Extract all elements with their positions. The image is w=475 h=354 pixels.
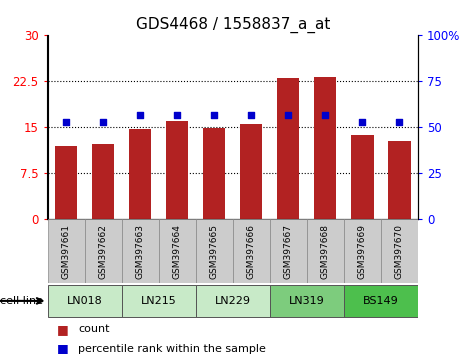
Text: GSM397670: GSM397670: [395, 224, 404, 279]
Bar: [48, 219, 85, 283]
Text: GSM397662: GSM397662: [99, 224, 107, 279]
Bar: [314, 76, 336, 219]
Text: GSM397661: GSM397661: [62, 224, 70, 279]
Text: count: count: [78, 324, 110, 334]
Text: GSM397663: GSM397663: [136, 224, 144, 279]
Text: percentile rank within the sample: percentile rank within the sample: [78, 344, 266, 354]
Bar: [352, 136, 373, 219]
Text: ■: ■: [57, 323, 69, 336]
Bar: [92, 144, 114, 219]
Text: GSM397666: GSM397666: [247, 224, 256, 279]
Text: ■: ■: [57, 342, 69, 354]
Bar: [344, 219, 381, 283]
Bar: [85, 219, 122, 283]
Text: LN229: LN229: [215, 296, 251, 306]
Point: [322, 112, 329, 118]
Text: GSM397664: GSM397664: [173, 224, 181, 279]
Bar: [203, 128, 225, 219]
Point: [210, 112, 218, 118]
Bar: [129, 129, 151, 219]
Bar: [196, 219, 233, 283]
Bar: [166, 121, 188, 219]
Point: [359, 119, 366, 125]
Bar: [307, 219, 344, 283]
Text: GSM397669: GSM397669: [358, 224, 367, 279]
Bar: [270, 219, 307, 283]
Text: LN018: LN018: [66, 296, 103, 306]
Text: cell line: cell line: [0, 296, 43, 306]
Text: BS149: BS149: [363, 296, 399, 306]
Bar: [48, 285, 122, 317]
Text: LN319: LN319: [289, 296, 325, 306]
Point: [285, 112, 292, 118]
Point: [247, 112, 255, 118]
Bar: [233, 219, 270, 283]
Point: [99, 119, 107, 125]
Title: GDS4468 / 1558837_a_at: GDS4468 / 1558837_a_at: [135, 16, 330, 33]
Bar: [122, 285, 196, 317]
Bar: [389, 141, 410, 219]
Text: GSM397667: GSM397667: [284, 224, 293, 279]
Point: [136, 112, 144, 118]
Point: [62, 119, 70, 125]
Text: LN215: LN215: [141, 296, 177, 306]
Bar: [381, 219, 418, 283]
Bar: [196, 285, 270, 317]
Bar: [240, 124, 262, 219]
Point: [173, 112, 181, 118]
Text: GSM397665: GSM397665: [210, 224, 218, 279]
Bar: [277, 78, 299, 219]
Bar: [270, 285, 344, 317]
Bar: [159, 219, 196, 283]
Text: GSM397668: GSM397668: [321, 224, 330, 279]
Point: [396, 119, 403, 125]
Bar: [55, 146, 77, 219]
Bar: [344, 285, 418, 317]
Bar: [122, 219, 159, 283]
